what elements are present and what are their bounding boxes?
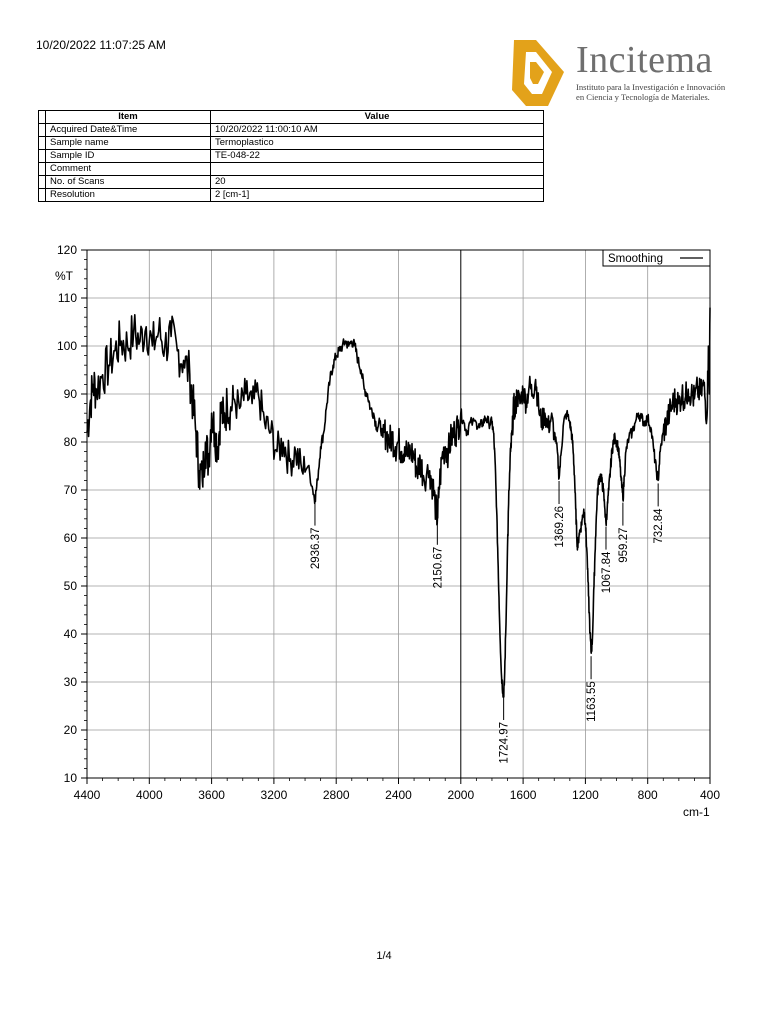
peak-annotation: 1067.84 xyxy=(601,526,613,593)
row-value: 20 xyxy=(210,175,544,189)
y-tick-label: 90 xyxy=(64,387,78,401)
peak-annotation: 2150.67 xyxy=(432,521,444,589)
table-header-row: Item Value xyxy=(38,110,544,124)
x-tick-label: 2400 xyxy=(385,788,412,802)
y-axis-label: %T xyxy=(55,269,74,283)
row-value: Termoplastico xyxy=(210,136,544,150)
peak-label: 1067.84 xyxy=(601,551,613,593)
logo-tagline: Instituto para la Investigación e Innova… xyxy=(576,82,725,102)
peak-annotation: 1163.55 xyxy=(586,656,598,722)
report-timestamp: 10/20/2022 11:07:25 AM xyxy=(36,38,166,52)
table-header-blank xyxy=(38,110,46,124)
y-axis: 10 20 30 40 50 60 70 80 90 100 110 120 xyxy=(57,243,87,785)
y-tick-label: 10 xyxy=(64,771,78,785)
logo-name: Incitema xyxy=(576,39,713,81)
y-tick-label: 110 xyxy=(58,291,77,305)
peak-label: 2936.37 xyxy=(310,528,322,570)
row-value: 10/20/2022 11:00:10 AM xyxy=(210,123,544,137)
y-tick-label: 120 xyxy=(57,243,77,257)
peak-label: 2150.67 xyxy=(432,547,444,589)
table-row: No. of Scans 20 xyxy=(38,175,544,189)
peak-annotation: 1369.26 xyxy=(554,481,566,548)
table-row: Resolution 2 [cm-1] xyxy=(38,188,544,202)
row-item: Sample ID xyxy=(45,149,211,163)
peak-label: 1724.97 xyxy=(499,722,511,764)
peak-annotation: 732.84 xyxy=(653,483,665,544)
y-tick-label: 20 xyxy=(64,723,78,737)
y-tick-label: 100 xyxy=(57,339,77,353)
peak-annotations: 2936.37 2150.67 1724.97 1369.26 1163.55 1067.… xyxy=(310,481,665,764)
row-item: No. of Scans xyxy=(45,175,211,189)
logo-tagline-line1: Instituto para la Investigación e Innova… xyxy=(576,82,726,92)
table-row: Sample name Termoplastico xyxy=(38,136,544,150)
y-tick-label: 80 xyxy=(64,435,78,449)
x-tick-label: 1600 xyxy=(510,788,537,802)
legend-box xyxy=(602,249,711,267)
ir-spectrum-chart: 10 20 30 40 50 60 70 80 90 100 110 120 4400 4000 3600… xyxy=(55,243,720,819)
x-tick-label: 2000 xyxy=(447,788,474,802)
legend-entry-smoothing: Smoothing xyxy=(608,253,663,265)
x-tick-label: 1200 xyxy=(572,788,599,802)
page-number: 1/4 xyxy=(376,950,392,962)
table-row: Sample ID TE-048-22 xyxy=(38,149,544,163)
incitema-logo: Incitema Instituto para la Investigación… xyxy=(506,36,746,110)
y-tick-label: 70 xyxy=(64,483,78,497)
peak-annotation: 1724.97 xyxy=(499,697,511,764)
peak-annotation: 959.27 xyxy=(618,502,630,563)
table-row: Comment xyxy=(38,162,544,176)
x-tick-label: 3200 xyxy=(261,788,288,802)
table-header-item: Item xyxy=(45,110,211,124)
row-value: TE-048-22 xyxy=(210,149,544,163)
peak-label: 959.27 xyxy=(618,528,630,563)
y-tick-label: 40 xyxy=(64,627,78,641)
peak-label: 732.84 xyxy=(653,508,665,544)
x-tick-label: 4400 xyxy=(74,788,101,802)
y-tick-label: 30 xyxy=(64,675,78,689)
row-item: Comment xyxy=(45,162,211,176)
peak-label: 1369.26 xyxy=(554,506,566,548)
logo-tagline-line2: en Ciencia y Tecnología de Materiales. xyxy=(576,92,710,102)
row-value: 2 [cm-1] xyxy=(210,188,544,202)
incitema-logo-mark xyxy=(512,40,564,106)
smoothing-series-line xyxy=(86,307,711,698)
y-tick-label: 60 xyxy=(64,531,78,545)
x-tick-label: 800 xyxy=(638,788,658,802)
row-item: Resolution xyxy=(45,188,211,202)
x-tick-label: 4000 xyxy=(136,788,163,802)
peak-label: 1163.55 xyxy=(586,681,598,722)
table-row: Acquired Date&Time 10/20/2022 11:00:10 AM xyxy=(38,123,544,137)
row-item: Sample name xyxy=(45,136,211,150)
x-axis-label: cm-1 xyxy=(683,805,710,819)
row-item: Acquired Date&Time xyxy=(45,123,211,137)
table-header-value: Value xyxy=(210,110,544,124)
x-tick-label: 2800 xyxy=(323,788,350,802)
x-tick-label: 3600 xyxy=(198,788,225,802)
row-value xyxy=(210,162,544,176)
x-tick-label: 400 xyxy=(700,788,720,802)
sample-info-table: Item Value Acquired Date&Time 10/20/2022 … xyxy=(38,110,544,202)
chart-legend: Smoothing xyxy=(602,249,711,267)
x-axis: 4400 4000 3600 3200 2800 2400 2000 1600 1200 800 4… xyxy=(74,778,720,802)
y-tick-label: 50 xyxy=(64,579,78,593)
peak-annotation: 2936.37 xyxy=(310,502,322,570)
chart-grid xyxy=(87,250,710,778)
